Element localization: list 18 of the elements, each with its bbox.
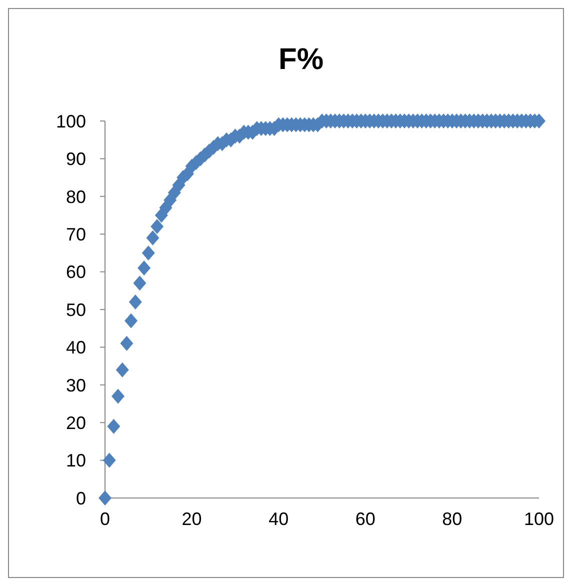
x-tick-label: 20: [182, 508, 202, 529]
y-tick-label: 50: [66, 300, 86, 320]
x-tick-label: 60: [355, 508, 376, 529]
x-tick-label: 0: [100, 508, 110, 529]
chart-title: F%: [278, 43, 324, 77]
y-tick-label: 0: [76, 488, 86, 508]
y-tick-label: 80: [66, 186, 86, 207]
y-tick-label: 90: [66, 149, 86, 170]
x-tick-label: 100: [524, 508, 554, 529]
x-tick-label: 40: [268, 508, 289, 529]
y-tick-label: 70: [66, 224, 86, 244]
x-tick-label: 80: [442, 508, 462, 529]
y-tick-label: 30: [66, 375, 86, 396]
y-tick-label: 60: [66, 262, 86, 282]
y-tick-label: 40: [66, 338, 86, 358]
y-tick-label: 20: [66, 412, 86, 433]
y-tick-label: 100: [56, 111, 86, 132]
y-tick-label: 10: [66, 450, 86, 471]
